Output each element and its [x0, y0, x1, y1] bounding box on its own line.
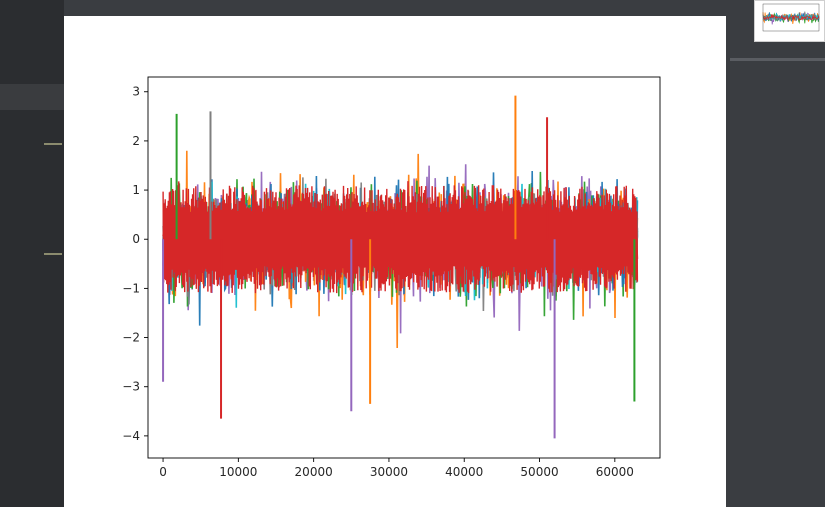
y-tick-label-4: −1: [122, 281, 140, 295]
x-tick-label-5: 50000: [520, 465, 558, 479]
y-tick-label-1: 2: [132, 134, 140, 148]
line-chart: 0 10000 20000 30000 40000 50000 60000 3 2 1 0 −1 −2 −…: [122, 76, 661, 479]
x-tick-label-3: 30000: [370, 465, 408, 479]
thumbnail-frame: [762, 3, 820, 32]
x-tick-label-6: 60000: [596, 465, 634, 479]
x-tick-label-4: 40000: [445, 465, 483, 479]
series-group: [162, 95, 639, 439]
thumbnail-series-7: [762, 14, 820, 22]
plots-thumbnail-panel: [726, 0, 825, 507]
thumbnail-divider: [730, 58, 825, 61]
y-tick-label-2: 1: [132, 183, 140, 197]
selected-row-highlight[interactable]: [0, 84, 64, 110]
left-sidebar: [0, 0, 64, 507]
fold-marker-1: [44, 143, 62, 145]
plot-thumbnail[interactable]: [754, 0, 825, 42]
fold-marker-2: [44, 253, 62, 255]
y-tick-label-5: −2: [122, 331, 140, 345]
x-tick-label-2: 20000: [295, 465, 333, 479]
y-tick-label-0: 3: [132, 85, 140, 99]
x-tick-label-0: 0: [159, 465, 167, 479]
y-tick-label-3: 0: [132, 232, 140, 246]
x-tick-label-1: 10000: [219, 465, 257, 479]
thumbnail-chart: [762, 3, 820, 32]
series-core-band: [162, 185, 639, 294]
plot-viewer: 0 10000 20000 30000 40000 50000 60000 3 2 1 0 −1 −2 −…: [64, 16, 726, 507]
plot-header-bar: [64, 0, 726, 16]
y-tick-label-7: −4: [122, 429, 140, 443]
axes-frame: [147, 76, 661, 459]
y-tick-label-6: −3: [122, 380, 140, 394]
thumbnail-series-5: [762, 11, 820, 22]
